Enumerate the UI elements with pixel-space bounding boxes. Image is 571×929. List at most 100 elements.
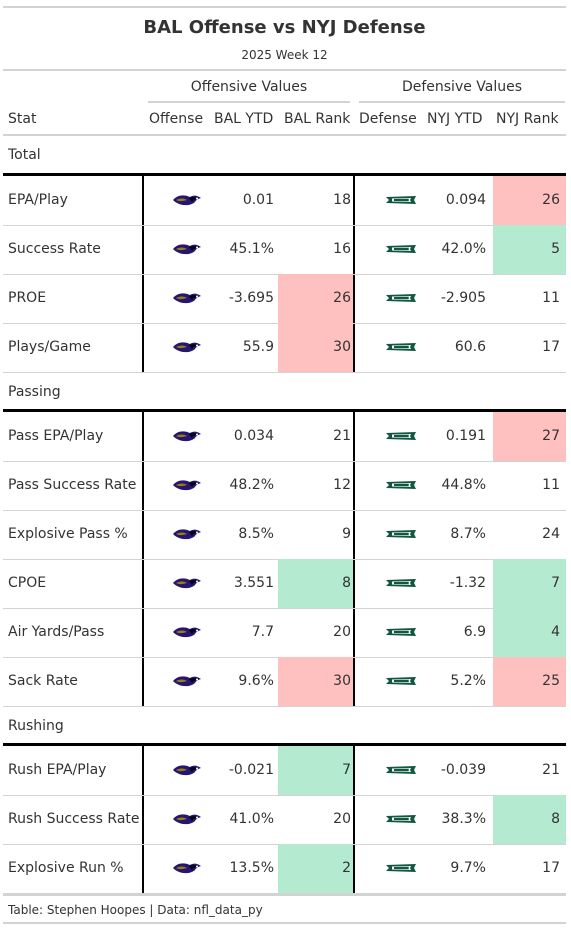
col-header-defense: Defense	[359, 111, 417, 127]
nyj-ytd-value: 38.3%	[441, 811, 486, 827]
bal-rank-highlight	[278, 657, 353, 706]
caption-rule	[3, 922, 566, 924]
ravens-logo-icon	[173, 578, 201, 589]
bal-ytd-value: 7.7	[251, 624, 274, 640]
table-row: Explosive Run % 13.5% 2 9.7% 17	[3, 844, 566, 894]
ravens-logo-icon	[173, 342, 201, 353]
nyj-rank-highlight	[493, 795, 566, 844]
nyj-rank-highlight	[493, 657, 566, 706]
defense-logo	[385, 274, 417, 322]
jets-logo-icon	[386, 343, 416, 351]
bal-ytd-value: 8.5%	[238, 526, 274, 542]
top-rule	[3, 6, 566, 8]
nyj-rank-value: 24	[542, 526, 560, 542]
bal-ytd-value: 0.034	[233, 428, 274, 444]
table-subtitle: 2025 Week 12	[241, 48, 328, 62]
bal-ytd-value: 41.0%	[229, 811, 274, 827]
column-header-rule	[3, 134, 566, 136]
table-row: Plays/Game 55.9 30 60.6 17	[3, 323, 566, 373]
bal-rank-value: 9	[342, 526, 351, 542]
defense-logo	[385, 323, 417, 371]
stat-name: CPOE	[8, 575, 47, 591]
ravens-logo-icon	[173, 529, 201, 540]
bal-rank-highlight	[278, 559, 353, 608]
nyj-rank-value: 17	[542, 339, 560, 355]
table-row: CPOE 3.551 8 -1.32 7	[3, 559, 566, 609]
col-header-bal-rank: BAL Rank	[284, 111, 351, 127]
offense-logo	[171, 412, 203, 460]
jets-logo-icon	[386, 864, 416, 872]
header-rule	[3, 69, 566, 71]
defense-divider	[353, 746, 355, 893]
jets-logo-icon	[386, 294, 416, 302]
nyj-ytd-value: 5.2%	[450, 673, 486, 689]
nyj-ytd-value: 6.9	[463, 624, 486, 640]
table-row: Air Yards/Pass 7.7 20 6.9 4	[3, 608, 566, 658]
stat-name: PROE	[8, 290, 47, 306]
bal-ytd-value: 0.01	[242, 192, 274, 208]
bal-rank-value: 16	[333, 241, 351, 257]
nyj-rank-value: 25	[542, 673, 560, 689]
stat-name: Pass EPA/Play	[8, 428, 104, 444]
table-row: Pass EPA/Play 0.034 21 0.191 27	[3, 412, 566, 462]
stat-name: Rush Success Rate	[8, 811, 140, 827]
stat-name: Rush EPA/Play	[8, 762, 107, 778]
nyj-rank-highlight	[493, 225, 566, 274]
table-row: Success Rate 45.1% 16 42.0% 5	[3, 225, 566, 275]
section-label: Passing	[8, 384, 61, 400]
jets-logo-icon	[386, 628, 416, 636]
defense-logo	[385, 795, 417, 843]
nyj-ytd-value: 0.191	[445, 428, 486, 444]
offense-logo	[171, 176, 203, 224]
offense-logo	[171, 795, 203, 843]
nyj-rank-value: 5	[551, 241, 560, 257]
bal-ytd-value: 55.9	[242, 339, 274, 355]
nyj-rank-value: 11	[542, 477, 560, 493]
table-row: PROE -3.695 26 -2.905 11	[3, 274, 566, 324]
jets-logo-icon	[386, 530, 416, 538]
bal-rank-highlight	[278, 323, 353, 372]
bal-rank-highlight	[278, 274, 353, 323]
defense-logo	[385, 746, 417, 794]
table-row: Rush Success Rate 41.0% 20 38.3% 8	[3, 795, 566, 845]
bal-rank-value: 21	[333, 428, 351, 444]
ravens-logo-icon	[173, 244, 201, 255]
bal-rank-value: 7	[342, 762, 351, 778]
jets-logo-icon	[386, 481, 416, 489]
col-header-stat: Stat	[8, 111, 37, 127]
jets-logo-icon	[386, 815, 416, 823]
nyj-ytd-value: -2.905	[440, 290, 486, 306]
bal-rank-value: 2	[342, 860, 351, 876]
bal-ytd-value: 9.6%	[238, 673, 274, 689]
spanner-offensive-values: Offensive Values	[190, 79, 308, 95]
offense-logo	[171, 461, 203, 509]
bal-rank-value: 30	[333, 339, 351, 355]
nyj-ytd-value: 0.094	[445, 192, 486, 208]
ravens-logo-icon	[173, 814, 201, 825]
bal-rank-value: 20	[333, 624, 351, 640]
col-header-bal-ytd: BAL YTD	[214, 111, 274, 127]
bal-rank-value: 26	[333, 290, 351, 306]
offense-logo	[171, 608, 203, 656]
defense-logo	[385, 608, 417, 656]
nyj-rank-highlight	[493, 559, 566, 608]
bal-ytd-value: -0.021	[228, 762, 274, 778]
section-label: Total	[8, 147, 41, 163]
table-row: EPA/Play 0.01 18 0.094 26	[3, 176, 566, 226]
stat-name: Pass Success Rate	[8, 477, 137, 493]
table-title: BAL Offense vs NYJ Defense	[143, 17, 426, 38]
col-header-offense: Offense	[149, 111, 204, 127]
bal-rank-value: 18	[333, 192, 351, 208]
offense-logo	[171, 657, 203, 705]
nyj-rank-highlight	[493, 412, 566, 461]
nyj-ytd-value: 8.7%	[450, 526, 486, 542]
stat-name: Explosive Run %	[8, 860, 124, 876]
bal-rank-highlight	[278, 844, 353, 893]
bal-rank-value: 20	[333, 811, 351, 827]
bal-rank-value: 8	[342, 575, 351, 591]
offense-logo	[171, 225, 203, 273]
spanner-defensive-values: Defensive Values	[401, 79, 523, 95]
nyj-ytd-value: 9.7%	[450, 860, 486, 876]
nyj-ytd-value: 60.6	[454, 339, 486, 355]
nyj-rank-value: 11	[542, 290, 560, 306]
